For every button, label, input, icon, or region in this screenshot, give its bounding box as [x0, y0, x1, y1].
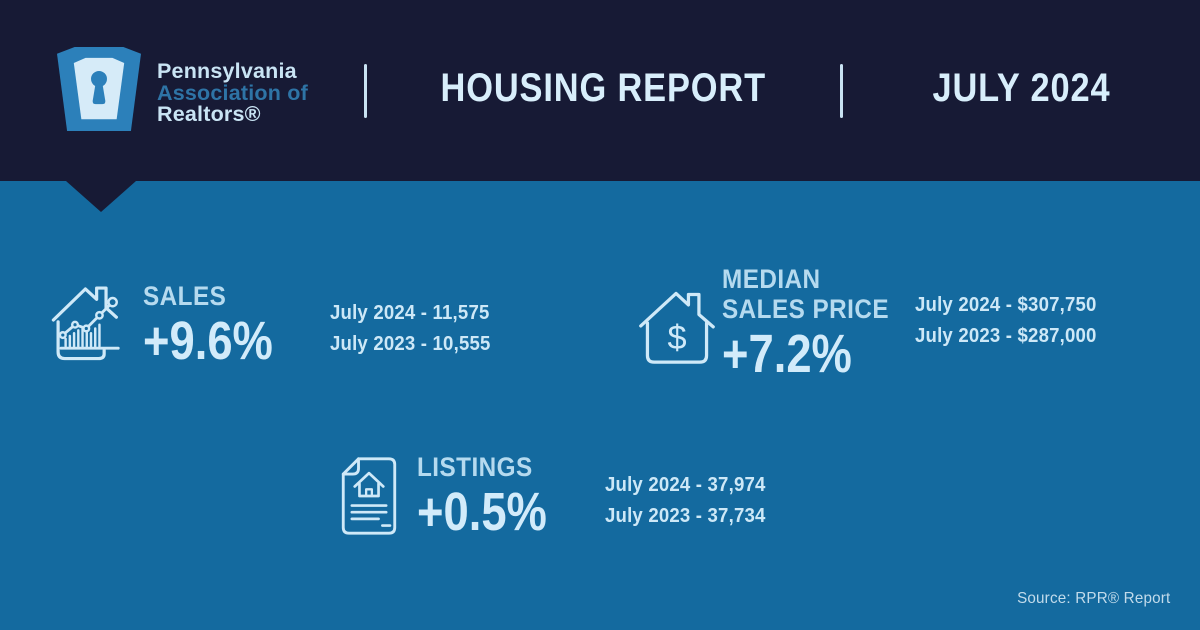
- report-title: HOUSING REPORT: [440, 65, 766, 110]
- header-divider-right: [840, 64, 843, 118]
- median-label-line2: SALES PRICE: [722, 294, 889, 324]
- median-price-stat: MEDIAN SALES PRICE +7.2%: [722, 264, 908, 384]
- header-divider-left: [364, 64, 367, 118]
- report-period-box: JULY 2024: [842, 66, 1200, 110]
- logo-line-association: Association of: [157, 80, 308, 105]
- median-label-line1: MEDIAN: [722, 264, 821, 294]
- keystone-logo-icon: [57, 47, 141, 131]
- median-year1-value: July 2024 - $307,750: [915, 294, 1097, 316]
- logo-line-pennsylvania: Pennsylvania: [157, 59, 297, 83]
- source-attribution: Source: RPR® Report: [1016, 590, 1170, 607]
- report-period: JULY 2024: [932, 65, 1110, 110]
- sales-values: July 2024 - 11,575 July 2023 - 10,555: [330, 298, 491, 360]
- listings-year2-value: July 2023 - 37,734: [605, 505, 766, 527]
- house-dollar-icon: $: [639, 291, 715, 364]
- listings-label: LISTINGS: [417, 452, 533, 482]
- sales-year1-value: July 2024 - 11,575: [330, 302, 490, 324]
- header-bar: Pennsylvania Association of Realtors® HO…: [0, 0, 1200, 181]
- header-notch-pointer: [66, 181, 136, 212]
- median-values: July 2024 - $307,750 July 2023 - $287,00…: [915, 290, 1097, 352]
- listings-values: July 2024 - 37,974 July 2023 - 37,734: [605, 470, 766, 532]
- median-year2-value: July 2023 - $287,000: [915, 325, 1097, 347]
- house-chart-icon: [51, 286, 120, 361]
- logo-wordmark: Pennsylvania Association of Realtors®: [157, 59, 308, 126]
- listings-change: +0.5%: [417, 482, 547, 542]
- report-title-box: HOUSING REPORT: [366, 66, 840, 110]
- sales-label: SALES: [143, 281, 227, 311]
- svg-text:$: $: [667, 319, 686, 357]
- sales-change: +9.6%: [143, 311, 273, 371]
- logo-line-realtors: Realtors®: [157, 102, 261, 126]
- sales-stat: SALES +9.6%: [143, 281, 298, 371]
- listing-document-icon: [341, 457, 397, 535]
- sales-year2-value: July 2023 - 10,555: [330, 333, 491, 355]
- listings-stat: LISTINGS +0.5%: [417, 452, 572, 542]
- listings-year1-value: July 2024 - 37,974: [605, 474, 766, 496]
- median-change: +7.2%: [722, 324, 852, 384]
